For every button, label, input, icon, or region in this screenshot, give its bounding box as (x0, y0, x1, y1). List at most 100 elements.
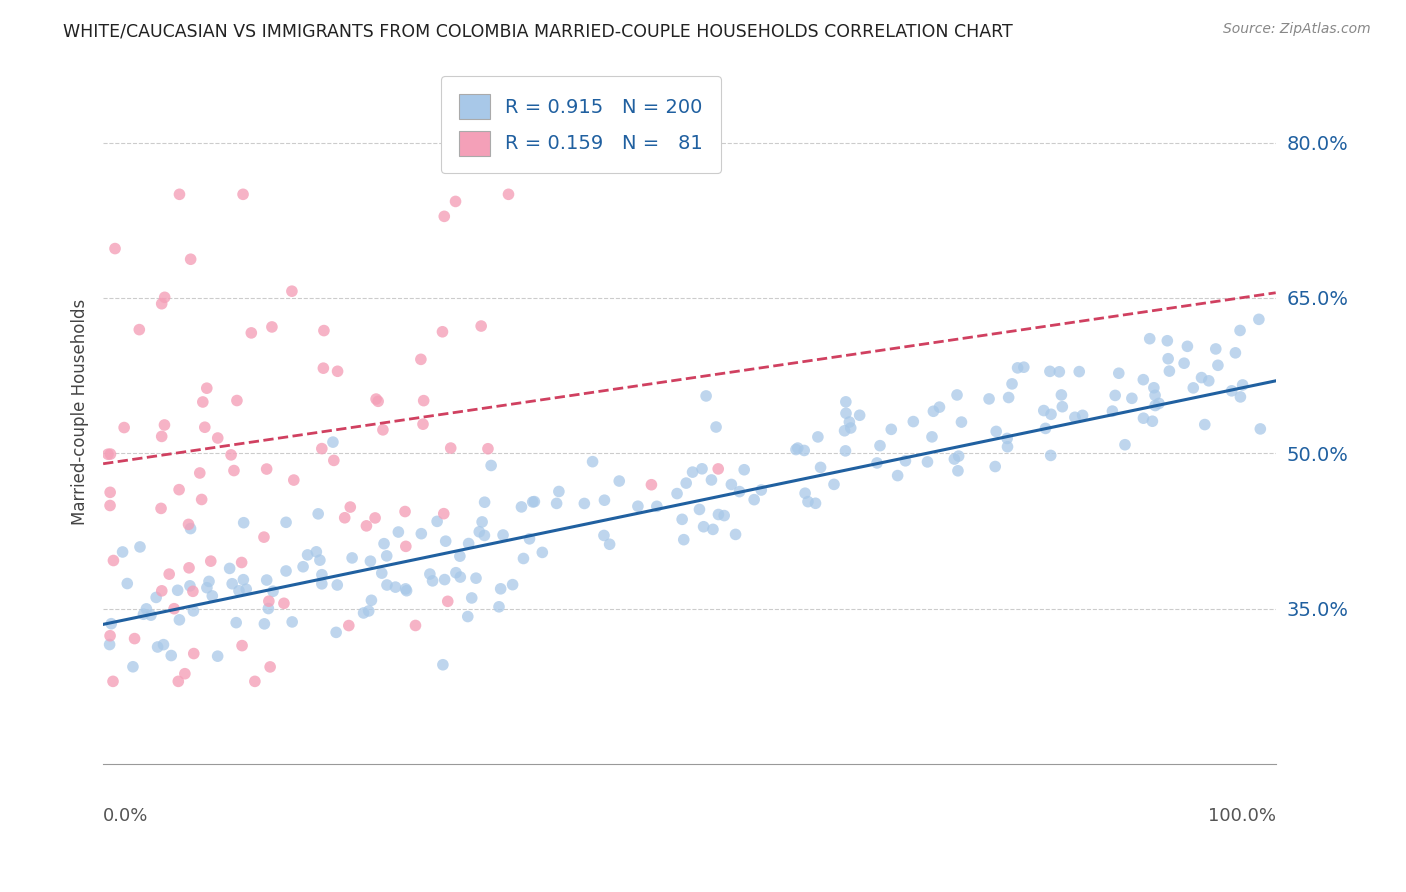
Point (702, 522, 724, 536)
Point (1104, 388, 1126, 402)
Point (152, 638, 174, 652)
Point (373, 537, 395, 551)
Point (422, 574, 444, 588)
Point (207, 431, 229, 445)
Point (112, 420, 135, 434)
Point (749, 483, 772, 497)
Point (1069, 365, 1091, 379)
Point (173, 666, 195, 681)
Point (695, 389, 717, 403)
Point (880, 422, 903, 436)
Point (190, 492, 212, 507)
Point (461, 591, 484, 605)
Point (1132, 373, 1154, 387)
Point (1225, 346, 1247, 360)
Point (150, 297, 173, 311)
Point (181, 584, 204, 599)
Point (848, 409, 870, 423)
Point (1229, 323, 1251, 337)
Point (228, 583, 250, 598)
Point (793, 443, 815, 458)
Point (720, 477, 742, 491)
Point (1052, 400, 1074, 414)
Point (733, 463, 755, 477)
Point (243, 674, 266, 689)
Point (432, 325, 454, 339)
Point (1198, 374, 1220, 388)
Point (200, 554, 222, 568)
Point (364, 511, 387, 525)
Point (1229, 390, 1251, 404)
Point (333, 510, 356, 524)
Point (948, 449, 970, 463)
Point (1071, 409, 1094, 423)
Point (153, 417, 176, 432)
Point (129, 540, 152, 554)
Point (1144, 388, 1167, 402)
Point (240, 326, 263, 340)
Point (593, 493, 616, 508)
Point (838, 415, 860, 429)
Point (479, 458, 502, 473)
Point (986, 425, 1008, 439)
Point (163, 601, 186, 615)
Point (339, 500, 361, 514)
Point (671, 512, 693, 526)
Point (1205, 342, 1227, 356)
Point (519, 532, 541, 546)
Point (326, 364, 349, 378)
Point (167, 483, 190, 497)
Point (117, 576, 139, 591)
Point (433, 210, 456, 224)
Point (465, 571, 488, 585)
Point (322, 453, 344, 467)
Point (707, 508, 730, 522)
Point (581, 455, 603, 469)
Point (1147, 396, 1170, 410)
Point (128, 323, 150, 337)
Point (274, 516, 297, 530)
Point (510, 500, 533, 514)
Point (122, 659, 145, 673)
Point (1035, 421, 1057, 435)
Point (700, 473, 723, 487)
Point (834, 424, 856, 438)
Point (257, 601, 280, 615)
Point (1144, 399, 1167, 413)
Point (166, 583, 188, 598)
Point (259, 660, 281, 674)
Point (360, 593, 382, 607)
Point (281, 284, 304, 298)
Point (103, 553, 125, 567)
Point (449, 549, 471, 563)
Point (419, 567, 441, 582)
Point (180, 252, 202, 267)
Point (104, 242, 127, 256)
Point (132, 607, 155, 622)
Point (640, 477, 662, 491)
Point (977, 392, 1000, 406)
Point (1040, 407, 1063, 421)
Point (307, 507, 329, 521)
Point (1159, 364, 1181, 378)
Point (375, 578, 398, 592)
Point (312, 361, 335, 376)
Point (917, 455, 939, 469)
Point (785, 442, 807, 457)
Point (364, 392, 387, 406)
Point (599, 537, 621, 551)
Point (921, 430, 943, 444)
Point (367, 394, 389, 409)
Point (807, 430, 830, 444)
Point (1247, 312, 1270, 326)
Point (449, 570, 471, 584)
Point (183, 604, 205, 618)
Point (297, 548, 319, 562)
Point (371, 423, 394, 437)
Point (498, 187, 520, 202)
Point (1114, 438, 1136, 452)
Point (477, 442, 499, 456)
Point (1050, 388, 1073, 402)
Text: Source: ZipAtlas.com: Source: ZipAtlas.com (1223, 22, 1371, 37)
Point (180, 522, 202, 536)
